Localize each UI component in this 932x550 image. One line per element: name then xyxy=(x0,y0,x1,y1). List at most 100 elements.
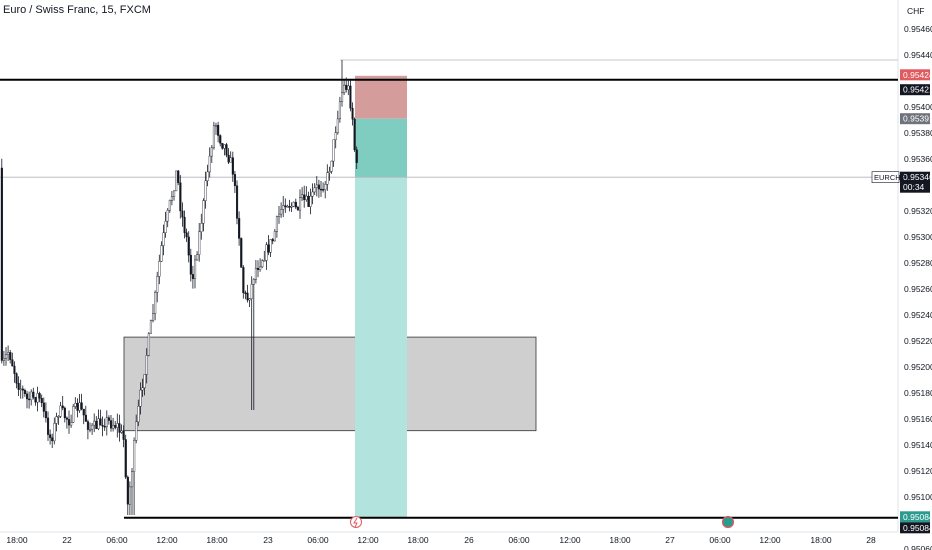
candle xyxy=(44,402,47,423)
candle xyxy=(259,258,262,272)
candle xyxy=(315,176,318,197)
candle-body xyxy=(322,189,325,191)
candle xyxy=(301,187,304,201)
candle-body xyxy=(324,184,327,190)
resistance-price-tag: 0.95421 xyxy=(900,84,932,96)
take-profit-zone[interactable] xyxy=(355,177,407,518)
candle xyxy=(254,259,258,284)
candle-body xyxy=(38,393,41,399)
candle-body xyxy=(80,402,83,410)
support-price-tag-text: 0.95084 xyxy=(903,523,932,533)
stop-loss-zone[interactable] xyxy=(355,75,407,119)
time-tick-label: 23 xyxy=(263,535,273,545)
time-tick-label: 27 xyxy=(665,535,675,545)
candle-body xyxy=(181,210,184,218)
price-tick-label: 0.95280 xyxy=(904,258,932,268)
price-tick-label: 0.95140 xyxy=(904,440,932,450)
price-tick-label: 0.95240 xyxy=(904,310,932,320)
price-tick-label: 0.95380 xyxy=(904,128,932,138)
candle-body xyxy=(95,420,98,429)
candle xyxy=(82,408,85,425)
candle xyxy=(160,241,163,263)
price-tick-label: 0.95400 xyxy=(904,102,932,112)
candle xyxy=(328,166,331,181)
candle xyxy=(124,434,127,479)
candle-body xyxy=(21,388,24,391)
entry-price-tag-text: 0.95391 xyxy=(903,114,932,124)
target-price-tag-bg xyxy=(900,511,930,523)
candle xyxy=(257,260,260,278)
candle-body xyxy=(149,320,153,334)
candle xyxy=(250,276,253,410)
candle xyxy=(55,412,58,432)
candle-body xyxy=(282,205,285,210)
candle-body xyxy=(59,405,62,417)
candle xyxy=(99,409,102,426)
candle-body xyxy=(13,365,16,374)
candle-body xyxy=(120,430,123,433)
candle-body xyxy=(250,283,253,299)
candle-body xyxy=(326,172,329,185)
candle xyxy=(158,254,161,285)
candle xyxy=(225,142,228,158)
candle xyxy=(336,110,339,135)
chart-title: Euro / Swiss Franc, 15, FXCM xyxy=(3,4,151,16)
demand-zone[interactable] xyxy=(123,336,537,432)
bar-countdown-tag-bg xyxy=(900,181,930,193)
profit-filled-zone[interactable] xyxy=(355,118,407,178)
candle-body xyxy=(284,205,287,208)
candle-body xyxy=(9,352,12,360)
flag-circle-icon[interactable] xyxy=(721,515,735,529)
candle-body xyxy=(214,125,218,127)
candle-body xyxy=(55,416,58,424)
time-tick-label: 12:00 xyxy=(559,535,581,545)
candle-body xyxy=(301,194,304,198)
candle-body xyxy=(34,397,37,403)
candle-body xyxy=(145,355,148,375)
candle xyxy=(248,298,251,307)
candle xyxy=(38,391,41,403)
candle xyxy=(149,319,153,334)
candle xyxy=(313,183,316,195)
candle-body xyxy=(280,209,283,215)
stop-price-tag-text: 0.95424 xyxy=(903,70,932,80)
candle xyxy=(139,382,142,415)
candle-body xyxy=(139,389,142,407)
candle xyxy=(15,372,18,389)
candle-body xyxy=(309,195,312,207)
candle-body xyxy=(4,354,8,359)
candle-body xyxy=(57,416,60,418)
candle-body xyxy=(227,154,230,163)
price-tick-label: 0.95260 xyxy=(904,284,932,294)
candle xyxy=(217,121,220,143)
price-axis-currency: CHF xyxy=(907,6,924,16)
candle-body xyxy=(17,382,20,390)
candle-body xyxy=(231,157,234,175)
candle-body xyxy=(187,236,190,256)
candle-body xyxy=(320,188,323,191)
candle-body xyxy=(343,84,346,93)
candle xyxy=(135,414,138,444)
candle-body xyxy=(290,206,293,208)
candle-body xyxy=(221,143,224,149)
candle-body xyxy=(336,118,339,133)
candle-body xyxy=(332,139,335,162)
candle xyxy=(84,405,87,422)
lightning-icon[interactable] xyxy=(350,516,362,528)
candle xyxy=(168,199,171,213)
candle xyxy=(349,80,352,112)
candle xyxy=(4,347,8,366)
candle xyxy=(59,401,62,418)
candle xyxy=(196,251,199,261)
candle-body xyxy=(151,313,155,321)
candle xyxy=(17,376,20,396)
candle xyxy=(143,374,146,396)
candle xyxy=(95,416,98,430)
entry-price-tag-bg xyxy=(900,113,930,125)
candle xyxy=(126,475,129,515)
candle-body xyxy=(254,267,258,280)
candle-body xyxy=(114,425,117,428)
candle-body xyxy=(233,174,237,186)
price-tick-label: 0.95060 xyxy=(904,544,932,550)
